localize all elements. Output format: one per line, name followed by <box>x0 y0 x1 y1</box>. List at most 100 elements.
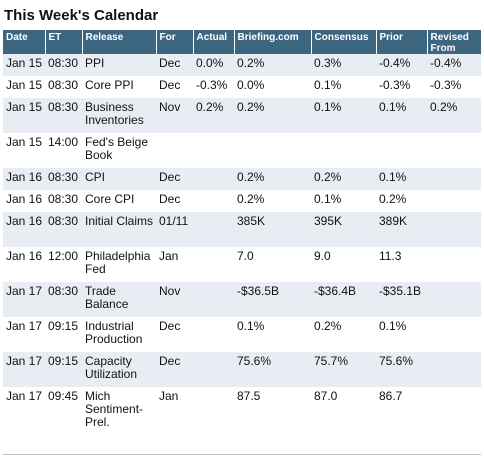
cell-for: Jan <box>156 387 193 433</box>
cell-actual: 0.2% <box>193 98 234 133</box>
cell-consensus: 9.0 <box>311 247 376 282</box>
cell-prior: -0.3% <box>376 76 427 98</box>
table-row: Jan 16 12:00 Philadelphia Fed Jan 7.0 9.… <box>3 247 481 282</box>
column-header-release: Release <box>82 30 157 54</box>
cell-revised: -0.4% <box>427 54 481 76</box>
page-title: This Week's Calendar <box>4 7 159 24</box>
cell-et: 12:00 <box>45 247 82 282</box>
cell-release: Core CPI <box>82 190 156 212</box>
cell-consensus: 0.3% <box>311 54 376 76</box>
cell-for: 01/11 <box>156 212 193 247</box>
cell-et: 08:30 <box>45 190 82 212</box>
cell-date: Jan 17 <box>3 317 45 352</box>
cell-release: Business Inventories <box>82 98 156 133</box>
column-header-revised-from: Revised From <box>427 30 481 54</box>
cell-prior: 0.1% <box>376 317 427 352</box>
cell-actual <box>193 168 234 190</box>
cell-briefing: 0.2% <box>234 190 311 212</box>
table-row: Jan 17 09:15 Industrial Production Dec 0… <box>3 317 481 352</box>
cell-date: Jan 16 <box>3 190 45 212</box>
column-header-date: Date <box>3 30 46 54</box>
column-header-actual: Actual <box>193 30 235 54</box>
table-row: Jan 15 08:30 Core PPI Dec -0.3% 0.0% 0.1… <box>3 76 481 98</box>
cell-prior: 86.7 <box>376 387 427 433</box>
table-row: Jan 16 08:30 Initial Claims 01/11 385K 3… <box>3 212 481 247</box>
cell-actual <box>193 212 234 247</box>
cell-briefing: 0.0% <box>234 76 311 98</box>
cell-briefing: 0.2% <box>234 98 311 133</box>
table-header-row: Date ET Release For Actual Briefing.com … <box>3 30 481 54</box>
cell-revised <box>427 133 481 168</box>
cell-et: 08:30 <box>45 76 82 98</box>
cell-et: 09:45 <box>45 387 82 433</box>
cell-actual <box>193 190 234 212</box>
cell-date: Jan 17 <box>3 387 45 433</box>
cell-prior: 11.3 <box>376 247 427 282</box>
cell-release: Philadelphia Fed <box>82 247 156 282</box>
cell-consensus: 0.1% <box>311 190 376 212</box>
cell-et: 14:00 <box>45 133 82 168</box>
cell-prior: -$35.1B <box>376 282 427 317</box>
cell-briefing: 385K <box>234 212 311 247</box>
cell-consensus: 75.7% <box>311 352 376 387</box>
cell-actual <box>193 282 234 317</box>
cell-actual <box>193 387 234 433</box>
cell-actual <box>193 352 234 387</box>
column-header-et: ET <box>45 30 83 54</box>
cell-release: PPI <box>82 54 156 76</box>
cell-release: CPI <box>82 168 156 190</box>
cell-release: Capacity Utilization <box>82 352 156 387</box>
cell-revised <box>427 212 481 247</box>
cell-date: Jan 16 <box>3 212 45 247</box>
cell-consensus: 0.1% <box>311 76 376 98</box>
cell-prior: -0.4% <box>376 54 427 76</box>
cell-actual: 0.0% <box>193 54 234 76</box>
cell-for: Dec <box>156 317 193 352</box>
table-row: Jan 16 08:30 CPI Dec 0.2% 0.2% 0.1% <box>3 168 481 190</box>
cell-briefing: 0.2% <box>234 54 311 76</box>
cell-actual <box>193 133 234 168</box>
cell-briefing: 0.2% <box>234 168 311 190</box>
table-row: Jan 17 09:45 Mich Sentiment-Prel. Jan 87… <box>3 387 481 433</box>
column-header-briefing: Briefing.com <box>234 30 312 54</box>
table-row: Jan 15 08:30 PPI Dec 0.0% 0.2% 0.3% -0.4… <box>3 54 481 76</box>
cell-release: Core PPI <box>82 76 156 98</box>
cell-consensus: 0.1% <box>311 98 376 133</box>
cell-prior: 0.1% <box>376 168 427 190</box>
cell-revised <box>427 387 481 433</box>
cell-revised <box>427 282 481 317</box>
cell-prior <box>376 133 427 168</box>
cell-briefing: 87.5 <box>234 387 311 433</box>
cell-date: Jan 16 <box>3 247 45 282</box>
cell-briefing: 0.1% <box>234 317 311 352</box>
column-header-consensus: Consensus <box>311 30 377 54</box>
column-header-for: For <box>156 30 194 54</box>
cell-consensus: 0.2% <box>311 168 376 190</box>
table-row: Jan 16 08:30 Core CPI Dec 0.2% 0.1% 0.2% <box>3 190 481 212</box>
cell-consensus: -$36.4B <box>311 282 376 317</box>
cell-release: Industrial Production <box>82 317 156 352</box>
cell-consensus: 87.0 <box>311 387 376 433</box>
cell-for: Dec <box>156 76 193 98</box>
cell-briefing <box>234 133 311 168</box>
cell-revised <box>427 168 481 190</box>
cell-for: Dec <box>156 352 193 387</box>
cell-et: 08:30 <box>45 282 82 317</box>
cell-revised: 0.2% <box>427 98 481 133</box>
cell-for: Dec <box>156 54 193 76</box>
cell-date: Jan 17 <box>3 282 45 317</box>
cell-for <box>156 133 193 168</box>
cell-prior: 389K <box>376 212 427 247</box>
cell-consensus: 0.2% <box>311 317 376 352</box>
cell-for: Jan <box>156 247 193 282</box>
cell-et: 08:30 <box>45 212 82 247</box>
cell-for: Nov <box>156 282 193 317</box>
cell-revised <box>427 317 481 352</box>
cell-et: 08:30 <box>45 98 82 133</box>
cell-revised <box>427 247 481 282</box>
cell-et: 09:15 <box>45 317 82 352</box>
cell-actual <box>193 247 234 282</box>
cell-briefing: 7.0 <box>234 247 311 282</box>
cell-date: Jan 15 <box>3 76 45 98</box>
cell-date: Jan 17 <box>3 352 45 387</box>
